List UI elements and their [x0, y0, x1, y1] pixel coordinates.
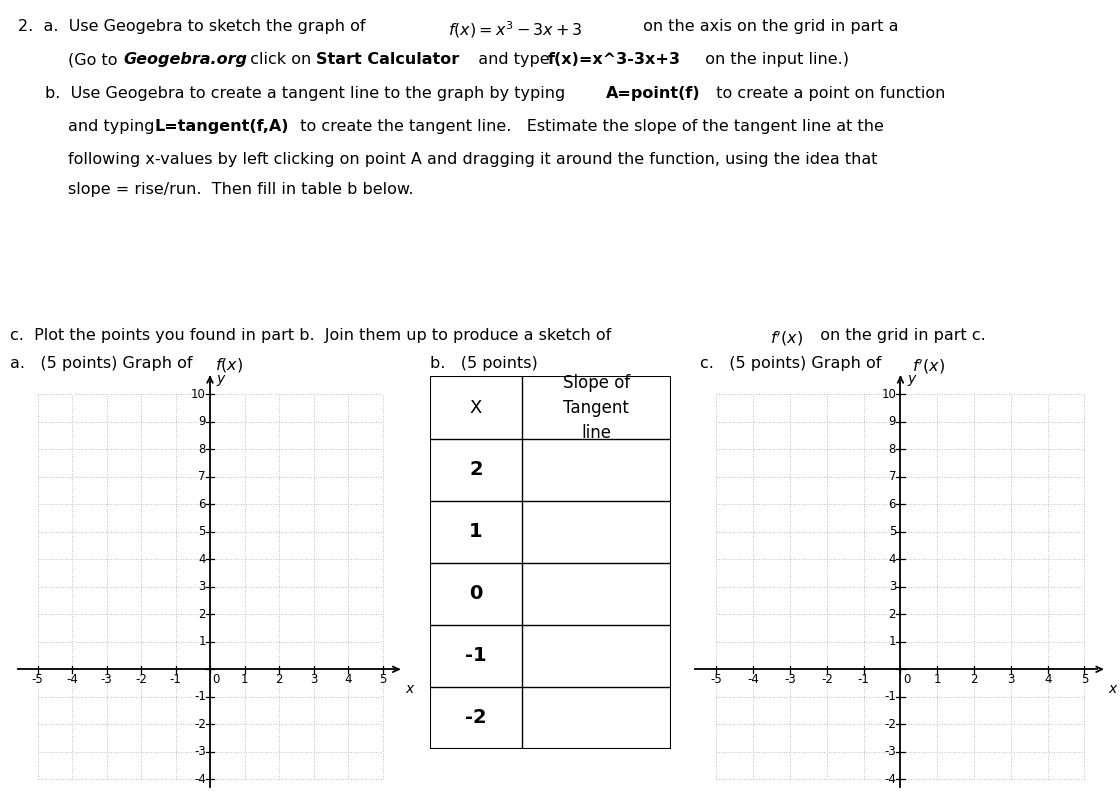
- Text: 1: 1: [469, 522, 483, 541]
- Text: -2: -2: [465, 708, 487, 727]
- Text: 3: 3: [888, 581, 896, 594]
- Text: 2: 2: [970, 673, 978, 686]
- Text: -2: -2: [136, 673, 147, 686]
- Text: c.  Plot the points you found in part b.  Join them up to produce a sketch of: c. Plot the points you found in part b. …: [10, 328, 622, 344]
- Text: Slope of
Tangent
line: Slope of Tangent line: [562, 373, 629, 441]
- Text: 7: 7: [198, 470, 206, 484]
- Text: 2.  a.  Use Geogebra to sketch the graph of: 2. a. Use Geogebra to sketch the graph o…: [18, 19, 371, 34]
- Text: -1: -1: [858, 673, 869, 686]
- Text: -1: -1: [884, 690, 896, 703]
- Text: 5: 5: [198, 525, 206, 538]
- Text: f(x)=x^3-3x+3: f(x)=x^3-3x+3: [548, 52, 681, 67]
- Text: -4: -4: [66, 673, 78, 686]
- Text: $f(x) = x^3 - 3x + 3$: $f(x) = x^3 - 3x + 3$: [448, 19, 582, 40]
- Text: -5: -5: [710, 673, 722, 686]
- Text: 4: 4: [1044, 673, 1052, 686]
- Text: 8: 8: [198, 443, 206, 456]
- Text: -1: -1: [465, 646, 487, 666]
- Text: following x-values by left clicking on point A and dragging it around the functi: following x-values by left clicking on p…: [68, 152, 877, 167]
- Text: 1: 1: [198, 635, 206, 648]
- Text: 4: 4: [888, 553, 896, 566]
- Text: 2: 2: [888, 608, 896, 621]
- Text: -3: -3: [784, 673, 796, 686]
- Text: slope = rise/run.  Then fill in table b below.: slope = rise/run. Then fill in table b b…: [68, 182, 413, 197]
- Text: -3: -3: [101, 673, 112, 686]
- Text: A=point(f): A=point(f): [606, 87, 701, 101]
- Text: a.   (5 points) Graph of: a. (5 points) Graph of: [10, 356, 203, 372]
- Text: b.   (5 points): b. (5 points): [430, 356, 538, 372]
- Text: $f(x)$: $f(x)$: [215, 356, 243, 374]
- Text: 1: 1: [241, 673, 249, 686]
- Text: 9: 9: [888, 416, 896, 429]
- Text: $f'(x)$: $f'(x)$: [912, 356, 945, 376]
- Text: Geogebra.org: Geogebra.org: [123, 52, 248, 67]
- Text: 2: 2: [469, 460, 483, 479]
- Text: , click on: , click on: [240, 52, 321, 67]
- Text: on the grid in part c.: on the grid in part c.: [810, 328, 986, 344]
- Text: and type: and type: [468, 52, 560, 67]
- Text: 10: 10: [192, 388, 206, 401]
- Text: -4: -4: [884, 773, 896, 786]
- Text: 0: 0: [904, 673, 911, 686]
- Text: 0: 0: [213, 673, 220, 686]
- Text: -5: -5: [31, 673, 44, 686]
- Text: to create the tangent line.   Estimate the slope of the tangent line at the: to create the tangent line. Estimate the…: [290, 119, 884, 134]
- Text: -1: -1: [169, 673, 181, 686]
- Text: 6: 6: [198, 498, 206, 511]
- Text: y: y: [216, 372, 224, 386]
- Text: 2: 2: [276, 673, 282, 686]
- Text: 8: 8: [888, 443, 896, 456]
- Text: x: x: [1109, 682, 1117, 696]
- Text: 1: 1: [888, 635, 896, 648]
- Text: on the input line.): on the input line.): [696, 52, 849, 67]
- Text: 5: 5: [379, 673, 386, 686]
- Text: (Go to: (Go to: [68, 52, 128, 67]
- Text: -1: -1: [194, 690, 206, 703]
- Text: 10: 10: [881, 388, 896, 401]
- Text: 3: 3: [310, 673, 317, 686]
- Text: to create a point on function: to create a point on function: [706, 87, 945, 101]
- Text: 1: 1: [934, 673, 941, 686]
- Text: -3: -3: [194, 745, 206, 759]
- Text: -4: -4: [194, 773, 206, 786]
- Text: $f'(x)$: $f'(x)$: [771, 328, 803, 348]
- Text: 4: 4: [344, 673, 352, 686]
- Text: c.   (5 points) Graph of: c. (5 points) Graph of: [700, 356, 892, 372]
- Text: x: x: [405, 682, 413, 696]
- Text: -2: -2: [884, 718, 896, 731]
- Text: b.  Use Geogebra to create a tangent line to the graph by typing: b. Use Geogebra to create a tangent line…: [45, 87, 576, 101]
- Text: X: X: [469, 399, 482, 417]
- Text: Start Calculator: Start Calculator: [316, 52, 459, 67]
- Text: -3: -3: [885, 745, 896, 759]
- Text: 4: 4: [198, 553, 206, 566]
- Text: 0: 0: [469, 584, 483, 603]
- Text: -4: -4: [747, 673, 759, 686]
- Text: 7: 7: [888, 470, 896, 484]
- Text: 5: 5: [888, 525, 896, 538]
- Text: 6: 6: [888, 498, 896, 511]
- Text: 5: 5: [1081, 673, 1089, 686]
- Text: 9: 9: [198, 416, 206, 429]
- Text: 3: 3: [198, 581, 206, 594]
- Text: on the axis on the grid in part a: on the axis on the grid in part a: [638, 19, 898, 34]
- Text: L=tangent(f,A): L=tangent(f,A): [155, 119, 289, 134]
- Text: -2: -2: [821, 673, 833, 686]
- Text: -2: -2: [194, 718, 206, 731]
- Text: y: y: [907, 372, 915, 386]
- Text: 3: 3: [1007, 673, 1015, 686]
- Text: and typing: and typing: [68, 119, 165, 134]
- Text: 2: 2: [198, 608, 206, 621]
